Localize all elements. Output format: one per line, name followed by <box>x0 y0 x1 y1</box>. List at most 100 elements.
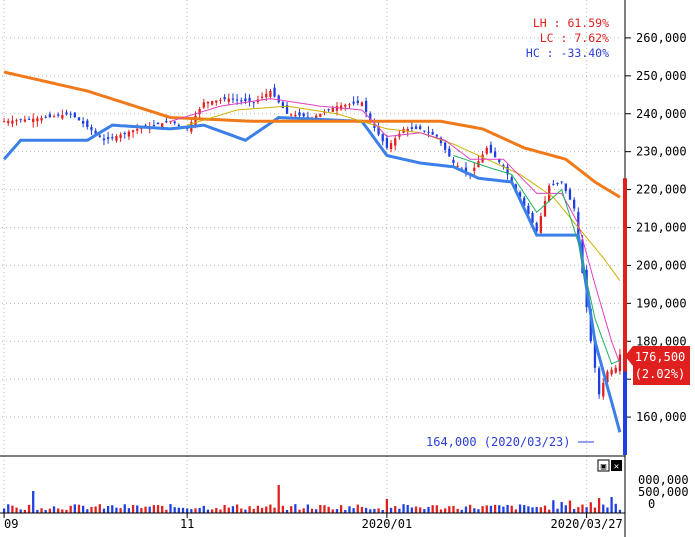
candle-body <box>11 120 14 124</box>
candle-body <box>73 112 76 118</box>
volume-bar <box>410 507 414 513</box>
candle-body <box>94 130 97 134</box>
candle-body <box>344 104 347 107</box>
volume-bar <box>27 504 31 513</box>
volume-bar <box>52 506 56 513</box>
candle-body <box>32 118 35 123</box>
volume-bar <box>290 506 293 513</box>
price-tick-label: 160,000 <box>636 410 687 424</box>
volume-bar <box>65 509 68 513</box>
candle-body <box>339 105 343 110</box>
candle-body <box>456 165 459 167</box>
volume-bar <box>235 504 239 513</box>
candle-body <box>115 136 118 141</box>
candle-body <box>473 167 476 172</box>
candle-body <box>302 113 305 117</box>
candle-body <box>593 338 597 368</box>
candle-body <box>44 116 47 118</box>
candle-body <box>7 120 10 124</box>
volume-bar <box>414 506 418 513</box>
candle-body <box>489 144 493 153</box>
candle-body <box>614 367 617 373</box>
moving-average-lines <box>2 70 622 433</box>
close-button[interactable] <box>611 460 622 471</box>
candle-body <box>531 213 534 223</box>
candle-body <box>360 102 364 106</box>
candle-body <box>277 95 280 103</box>
volume-bar <box>115 507 118 513</box>
candle-body <box>319 113 322 117</box>
volume-bar <box>32 491 35 513</box>
candle-body <box>240 100 243 102</box>
candle-body <box>231 98 235 100</box>
price-tick-label: 260,000 <box>636 31 687 45</box>
candle-body <box>597 368 601 395</box>
candle-body <box>173 121 176 124</box>
volume-bar <box>285 509 289 513</box>
candle-body <box>377 125 380 135</box>
candle-body <box>290 114 293 116</box>
volume-bar <box>377 508 380 513</box>
candle-body <box>439 137 443 144</box>
volume-bar <box>281 505 285 513</box>
current-price-value: 176,500 <box>635 350 686 364</box>
candle-body <box>111 137 114 139</box>
volume-bar <box>327 506 330 513</box>
ma-short-line <box>170 98 621 365</box>
volume-bar <box>548 509 551 513</box>
candle-body <box>577 211 580 241</box>
volume-bar <box>148 506 151 513</box>
candle-body <box>127 131 131 137</box>
volume-bar <box>302 508 305 513</box>
volume-bar <box>552 500 555 513</box>
price-tick-label: 190,000 <box>636 296 687 310</box>
candle-body <box>269 91 272 97</box>
candle-body <box>77 117 81 121</box>
candle-body <box>298 112 301 116</box>
volume-bar <box>152 505 156 513</box>
candle-body <box>431 131 434 135</box>
candle-body <box>177 125 180 127</box>
volume-bar <box>277 485 280 513</box>
stat-lh: LH : 61.59% <box>533 16 609 30</box>
volume-bar <box>181 507 185 513</box>
volume-bar <box>581 504 584 513</box>
volume-bar <box>90 506 93 513</box>
chart-overlays: LH : 61.59% LC : 7.62% HC : -33.40% 164,… <box>426 16 690 511</box>
volume-bar <box>431 505 434 513</box>
volume-bar <box>535 507 538 513</box>
volume-bar <box>614 503 617 513</box>
volume-bar <box>452 505 455 513</box>
volume-bar <box>593 507 597 513</box>
volume-bar <box>265 506 268 513</box>
candle-body <box>69 113 72 115</box>
candle-body <box>502 165 505 167</box>
maximize-button[interactable] <box>597 459 610 472</box>
volume-bar <box>44 509 47 513</box>
volume-bar <box>502 506 505 513</box>
volume-bar <box>568 500 572 513</box>
chart-grid <box>2 0 622 515</box>
candle-body <box>57 114 60 116</box>
candle-body <box>414 126 418 129</box>
volume-bar <box>348 506 351 513</box>
volume-bar <box>240 508 243 513</box>
volume-bar <box>473 508 476 513</box>
candle-body <box>210 101 214 105</box>
candle-body <box>86 120 89 128</box>
date-tick-label: 2020/03/27 <box>551 517 623 531</box>
volume-bar <box>427 506 430 513</box>
candle-body <box>206 101 210 104</box>
volume-bar <box>215 508 218 513</box>
volume-bar <box>227 507 230 513</box>
candle-body <box>227 98 230 102</box>
volume-bar <box>481 506 484 513</box>
volume-bar <box>2 508 6 513</box>
volume-bars <box>2 485 622 513</box>
ma-long-line <box>3 70 621 199</box>
volume-bar <box>606 507 609 513</box>
candle-body <box>161 123 164 128</box>
candle-body <box>48 114 51 117</box>
candle-body <box>327 109 330 111</box>
candlestick-series <box>2 83 622 400</box>
